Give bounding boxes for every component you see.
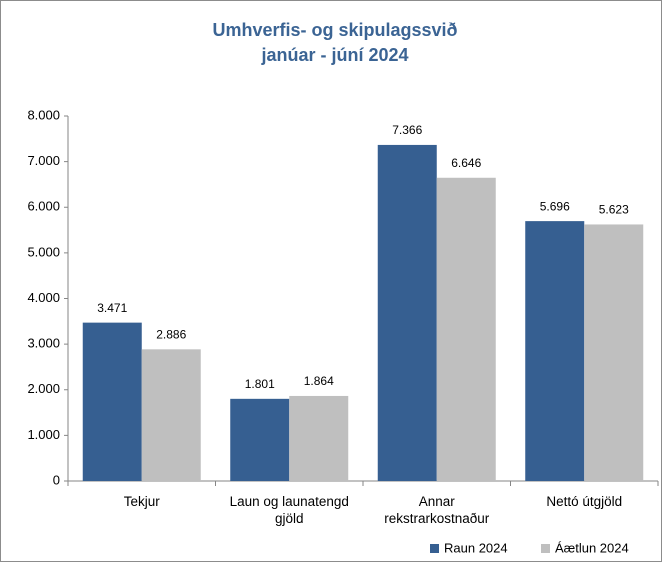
legend-label: Raun 2024 <box>444 540 508 555</box>
bar <box>584 224 644 481</box>
y-tick-label: 5.000 <box>27 244 60 259</box>
y-tick-label: 3.000 <box>27 336 60 351</box>
data-label: 5.623 <box>599 203 629 217</box>
x-tick-label: Annar rekstrarkostnaður <box>384 494 490 526</box>
legend-label: Áætlun 2024 <box>555 540 629 555</box>
y-tick-label: 1.000 <box>27 427 60 442</box>
data-label: 3.471 <box>97 301 127 315</box>
legend-swatch <box>430 544 439 553</box>
data-label: 1.801 <box>245 377 275 391</box>
bar <box>230 398 290 481</box>
data-label: 2.886 <box>156 327 186 341</box>
bar <box>141 349 201 481</box>
x-tick-label: Laun og launatengd gjöld <box>229 494 349 526</box>
x-tick-label: Tekjur <box>123 494 160 509</box>
bar <box>436 177 496 481</box>
data-label: 7.366 <box>392 123 422 137</box>
bar <box>525 221 585 481</box>
bar <box>289 395 349 481</box>
legend-swatch <box>541 544 550 553</box>
y-tick-label: 4.000 <box>27 290 60 305</box>
data-label: 5.696 <box>540 199 570 213</box>
data-label: 1.864 <box>304 374 334 388</box>
y-tick-label: 8.000 <box>27 107 60 122</box>
y-tick-label: 2.000 <box>27 381 60 396</box>
y-tick-label: 7.000 <box>27 153 60 168</box>
chart-title: Umhverfis- og skipulagssvið <box>212 20 457 40</box>
bar <box>377 144 437 481</box>
x-tick-label: Nettó útgjöld <box>546 494 623 509</box>
bar <box>82 322 142 481</box>
y-tick-label: 6.000 <box>27 199 60 214</box>
y-tick-label: 0 <box>53 472 60 487</box>
chart-subtitle: janúar - júní 2024 <box>260 45 408 65</box>
data-label: 6.646 <box>451 156 481 170</box>
